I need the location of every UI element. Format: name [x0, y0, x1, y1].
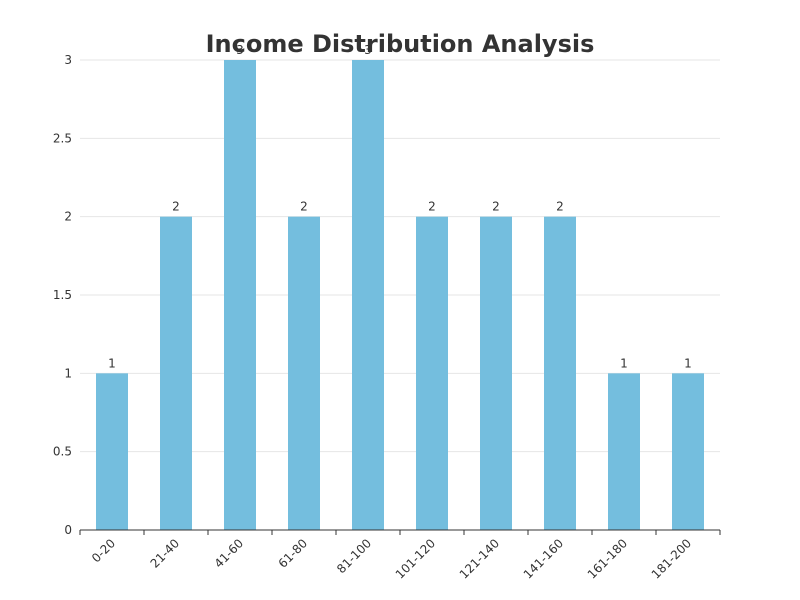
bar-value-labels: 1 2 3 2 3 2 2 2 1 1	[108, 43, 692, 370]
x-tick-label: 81-100	[334, 536, 374, 576]
bar-value-label: 1	[108, 356, 116, 370]
bar-0-20[interactable]	[96, 373, 128, 530]
x-axis-ticks: 0-20 21-40 41-60 61-80 81-100 101-120 121-140 1…	[79, 530, 721, 582]
bar-value-label: 2	[300, 200, 308, 214]
chart-title: Income Distribution Analysis	[206, 30, 595, 58]
x-tick-label: 61-80	[276, 536, 311, 571]
bar-101-120[interactable]	[416, 216, 448, 530]
y-tick-label: 1.5	[53, 288, 72, 302]
y-axis-ticks: 0 0.5 1 1.5 2 2.5 3	[53, 53, 72, 537]
bar-61-80[interactable]	[288, 216, 320, 530]
x-tick-label: 161-180	[585, 536, 630, 581]
bar-value-label: 1	[620, 356, 628, 370]
y-tick-label: 3	[64, 53, 72, 67]
bar-181-200[interactable]	[672, 373, 704, 530]
y-tick-label: 0	[64, 523, 72, 537]
y-tick-label: 1	[64, 366, 72, 380]
bar-value-label: 2	[172, 200, 180, 214]
x-tick-label: 0-20	[89, 536, 118, 565]
bar-value-label: 2	[428, 200, 436, 214]
bar-21-40[interactable]	[160, 216, 192, 530]
x-tick-label: 41-60	[212, 536, 247, 571]
bars	[96, 60, 704, 530]
bar-81-100[interactable]	[352, 60, 384, 530]
bar-value-label: 1	[684, 356, 692, 370]
bar-121-140[interactable]	[480, 216, 512, 530]
bar-value-label: 2	[492, 200, 500, 214]
bar-value-label: 3	[236, 43, 244, 57]
y-tick-label: 0.5	[53, 445, 72, 459]
x-tick-label: 181-200	[649, 536, 694, 581]
y-tick-label: 2.5	[53, 131, 72, 145]
x-tick-label: 21-40	[148, 536, 183, 571]
y-tick-label: 2	[64, 210, 72, 224]
x-tick-label: 141-160	[521, 536, 566, 581]
bar-41-60[interactable]	[224, 60, 256, 530]
x-tick-label: 121-140	[457, 536, 502, 581]
bar-141-160[interactable]	[544, 216, 576, 530]
bar-value-label: 2	[556, 200, 564, 214]
x-tick-label: 101-120	[393, 536, 438, 581]
bar-value-label: 3	[364, 43, 372, 57]
bar-161-180[interactable]	[608, 373, 640, 530]
